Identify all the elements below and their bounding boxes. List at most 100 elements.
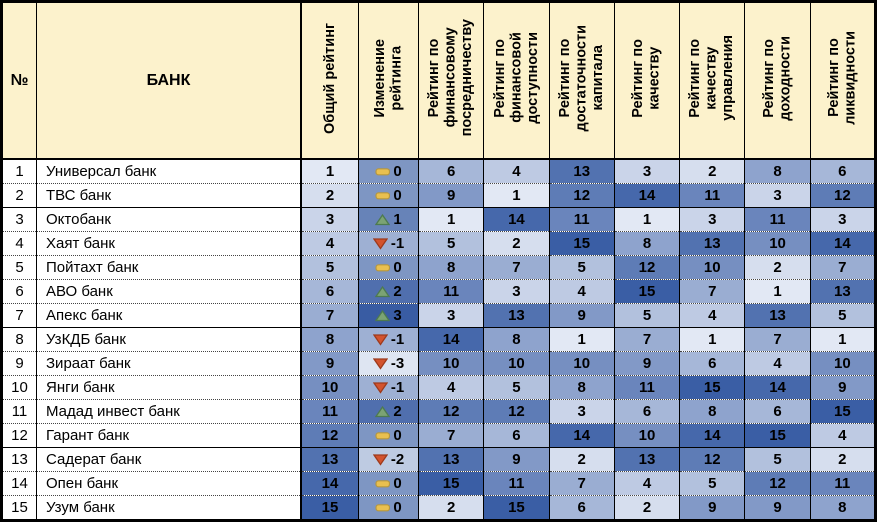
rating-cell: 3: [744, 183, 811, 208]
table-row: 1 Универсал банк 1 0 6 4 13 3 2 8 6: [1, 158, 877, 184]
rating-cell: 7: [417, 423, 485, 448]
rating-cell: 14: [744, 375, 811, 400]
rating-change-cell: 0: [358, 471, 419, 496]
rating-cell: 7: [548, 471, 615, 496]
rating-cell: 2: [809, 447, 877, 472]
rating-cell: 11: [548, 207, 615, 232]
rating-cell: 1: [679, 327, 746, 352]
triangle-down-icon: [372, 357, 388, 370]
rating-change-cell: 0: [358, 183, 419, 208]
bank-name-cell: Садерат банк: [36, 447, 302, 472]
rating-cell: 6: [483, 423, 550, 448]
rating-cell: 14: [483, 207, 550, 232]
rating-cell: 8: [679, 399, 746, 424]
triangle-down-icon: [372, 237, 388, 250]
rating-cell: 1: [483, 183, 550, 208]
table-row: 11 Мадад инвест банк 11 2 12 12 3 6 8 6 15: [1, 399, 877, 424]
table-row: 8 УзКДБ банк 8 -1 14 8 1 7 1 7 1: [1, 327, 877, 352]
rating-cell: 14: [613, 183, 681, 208]
overall-rating-cell: 2: [300, 183, 359, 208]
table-row: 4 Хаят банк 4 -1 5 2 15 8 13 10 14: [1, 231, 877, 256]
bank-name-cell: Зираат банк: [36, 351, 302, 376]
change-value: 3: [393, 307, 402, 324]
rating-cell: 9: [679, 495, 746, 521]
overall-rating-cell: 11: [300, 399, 359, 424]
overall-rating-cell: 15: [300, 495, 359, 521]
rating-cell: 10: [679, 255, 746, 280]
change-value: 2: [393, 283, 402, 300]
rating-change-indicator: 2: [360, 281, 418, 303]
rating-change-indicator: -2: [360, 449, 418, 471]
rank-cell: 6: [1, 279, 37, 304]
rating-cell: 3: [417, 303, 485, 328]
overall-rating-cell: 14: [300, 471, 359, 496]
table-row: 3 Октобанк 3 1 1 14 11 1 3 11 3: [1, 207, 877, 232]
column-header-bank: БАНК: [36, 1, 302, 160]
column-header-label: Рейтинг по финансовому посредничеству: [426, 19, 476, 137]
rating-cell: 5: [809, 303, 877, 328]
rating-cell: 4: [613, 471, 681, 496]
rating-cell: 15: [417, 471, 485, 496]
rating-cell: 7: [809, 255, 877, 280]
dash-icon: [375, 431, 391, 439]
rating-cell: 7: [613, 327, 681, 352]
table-body: 1 Универсал банк 1 0 6 4 13 3 2 8 6 2 ТВС банк 2 0 9 1 12…: [1, 158, 877, 521]
rating-cell: 5: [613, 303, 681, 328]
change-value: 2: [393, 403, 402, 420]
triangle-up-icon: [375, 405, 391, 417]
rating-cell: 9: [613, 351, 681, 376]
rating-cell: 3: [548, 399, 615, 424]
rating-cell: 6: [744, 399, 811, 424]
rating-change-cell: 2: [358, 399, 419, 424]
rank-cell: 10: [1, 375, 37, 400]
rating-cell: 4: [809, 423, 877, 448]
triangle-down-icon: [372, 381, 388, 394]
rating-cell: 3: [809, 207, 877, 232]
rating-cell: 1: [744, 279, 811, 304]
overall-rating-cell: 8: [300, 327, 359, 352]
column-header-label: БАНК: [146, 71, 191, 89]
change-value: -1: [390, 379, 405, 396]
rating-cell: 13: [613, 447, 681, 472]
column-header-num: №: [1, 1, 37, 160]
change-value: -1: [390, 235, 405, 252]
header-row: № БАНК Общий рейтинг Изменение рейтинга Рейт…: [1, 1, 877, 160]
rating-cell: 2: [679, 158, 746, 184]
rank-cell: 11: [1, 399, 37, 424]
rating-change-cell: 1: [358, 207, 419, 232]
change-value: 0: [393, 427, 402, 444]
rank-cell: 7: [1, 303, 37, 328]
rating-change-cell: 0: [358, 423, 419, 448]
bank-name-cell: Октобанк: [36, 207, 302, 232]
rank-cell: 1: [1, 158, 37, 184]
rating-cell: 5: [548, 255, 615, 280]
table-row: 15 Узум банк 15 0 2 15 6 2 9 9 8: [1, 495, 877, 521]
rating-cell: 2: [417, 495, 485, 521]
rating-cell: 3: [679, 207, 746, 232]
column-header-fin-intermediation: Рейтинг по финансовому посредничеству: [417, 1, 485, 160]
rank-cell: 9: [1, 351, 37, 376]
dash-icon: [375, 191, 391, 199]
overall-rating-cell: 9: [300, 351, 359, 376]
rating-cell: 12: [679, 447, 746, 472]
change-value: -3: [390, 355, 405, 372]
rating-cell: 13: [417, 447, 485, 472]
rating-change-indicator: -1: [360, 233, 418, 255]
rating-cell: 12: [483, 399, 550, 424]
rating-cell: 8: [809, 495, 877, 521]
rating-cell: 12: [548, 183, 615, 208]
rating-cell: 3: [483, 279, 550, 304]
bank-name-cell: Пойтахт банк: [36, 255, 302, 280]
triangle-up-icon: [375, 309, 391, 321]
table-row: 12 Гарант банк 12 0 7 6 14 10 14 15 4: [1, 423, 877, 448]
triangle-down-icon: [372, 333, 388, 346]
rating-change-indicator: 0: [360, 473, 418, 495]
rating-cell: 12: [417, 399, 485, 424]
triangle-up-icon: [375, 213, 391, 225]
rating-cell: 15: [483, 495, 550, 521]
change-value: 0: [393, 475, 402, 492]
rating-cell: 14: [809, 231, 877, 256]
column-header-fin-access: Рейтинг по финансовой доступности: [483, 1, 550, 160]
rating-cell: 8: [417, 255, 485, 280]
rating-change-cell: -2: [358, 447, 419, 472]
